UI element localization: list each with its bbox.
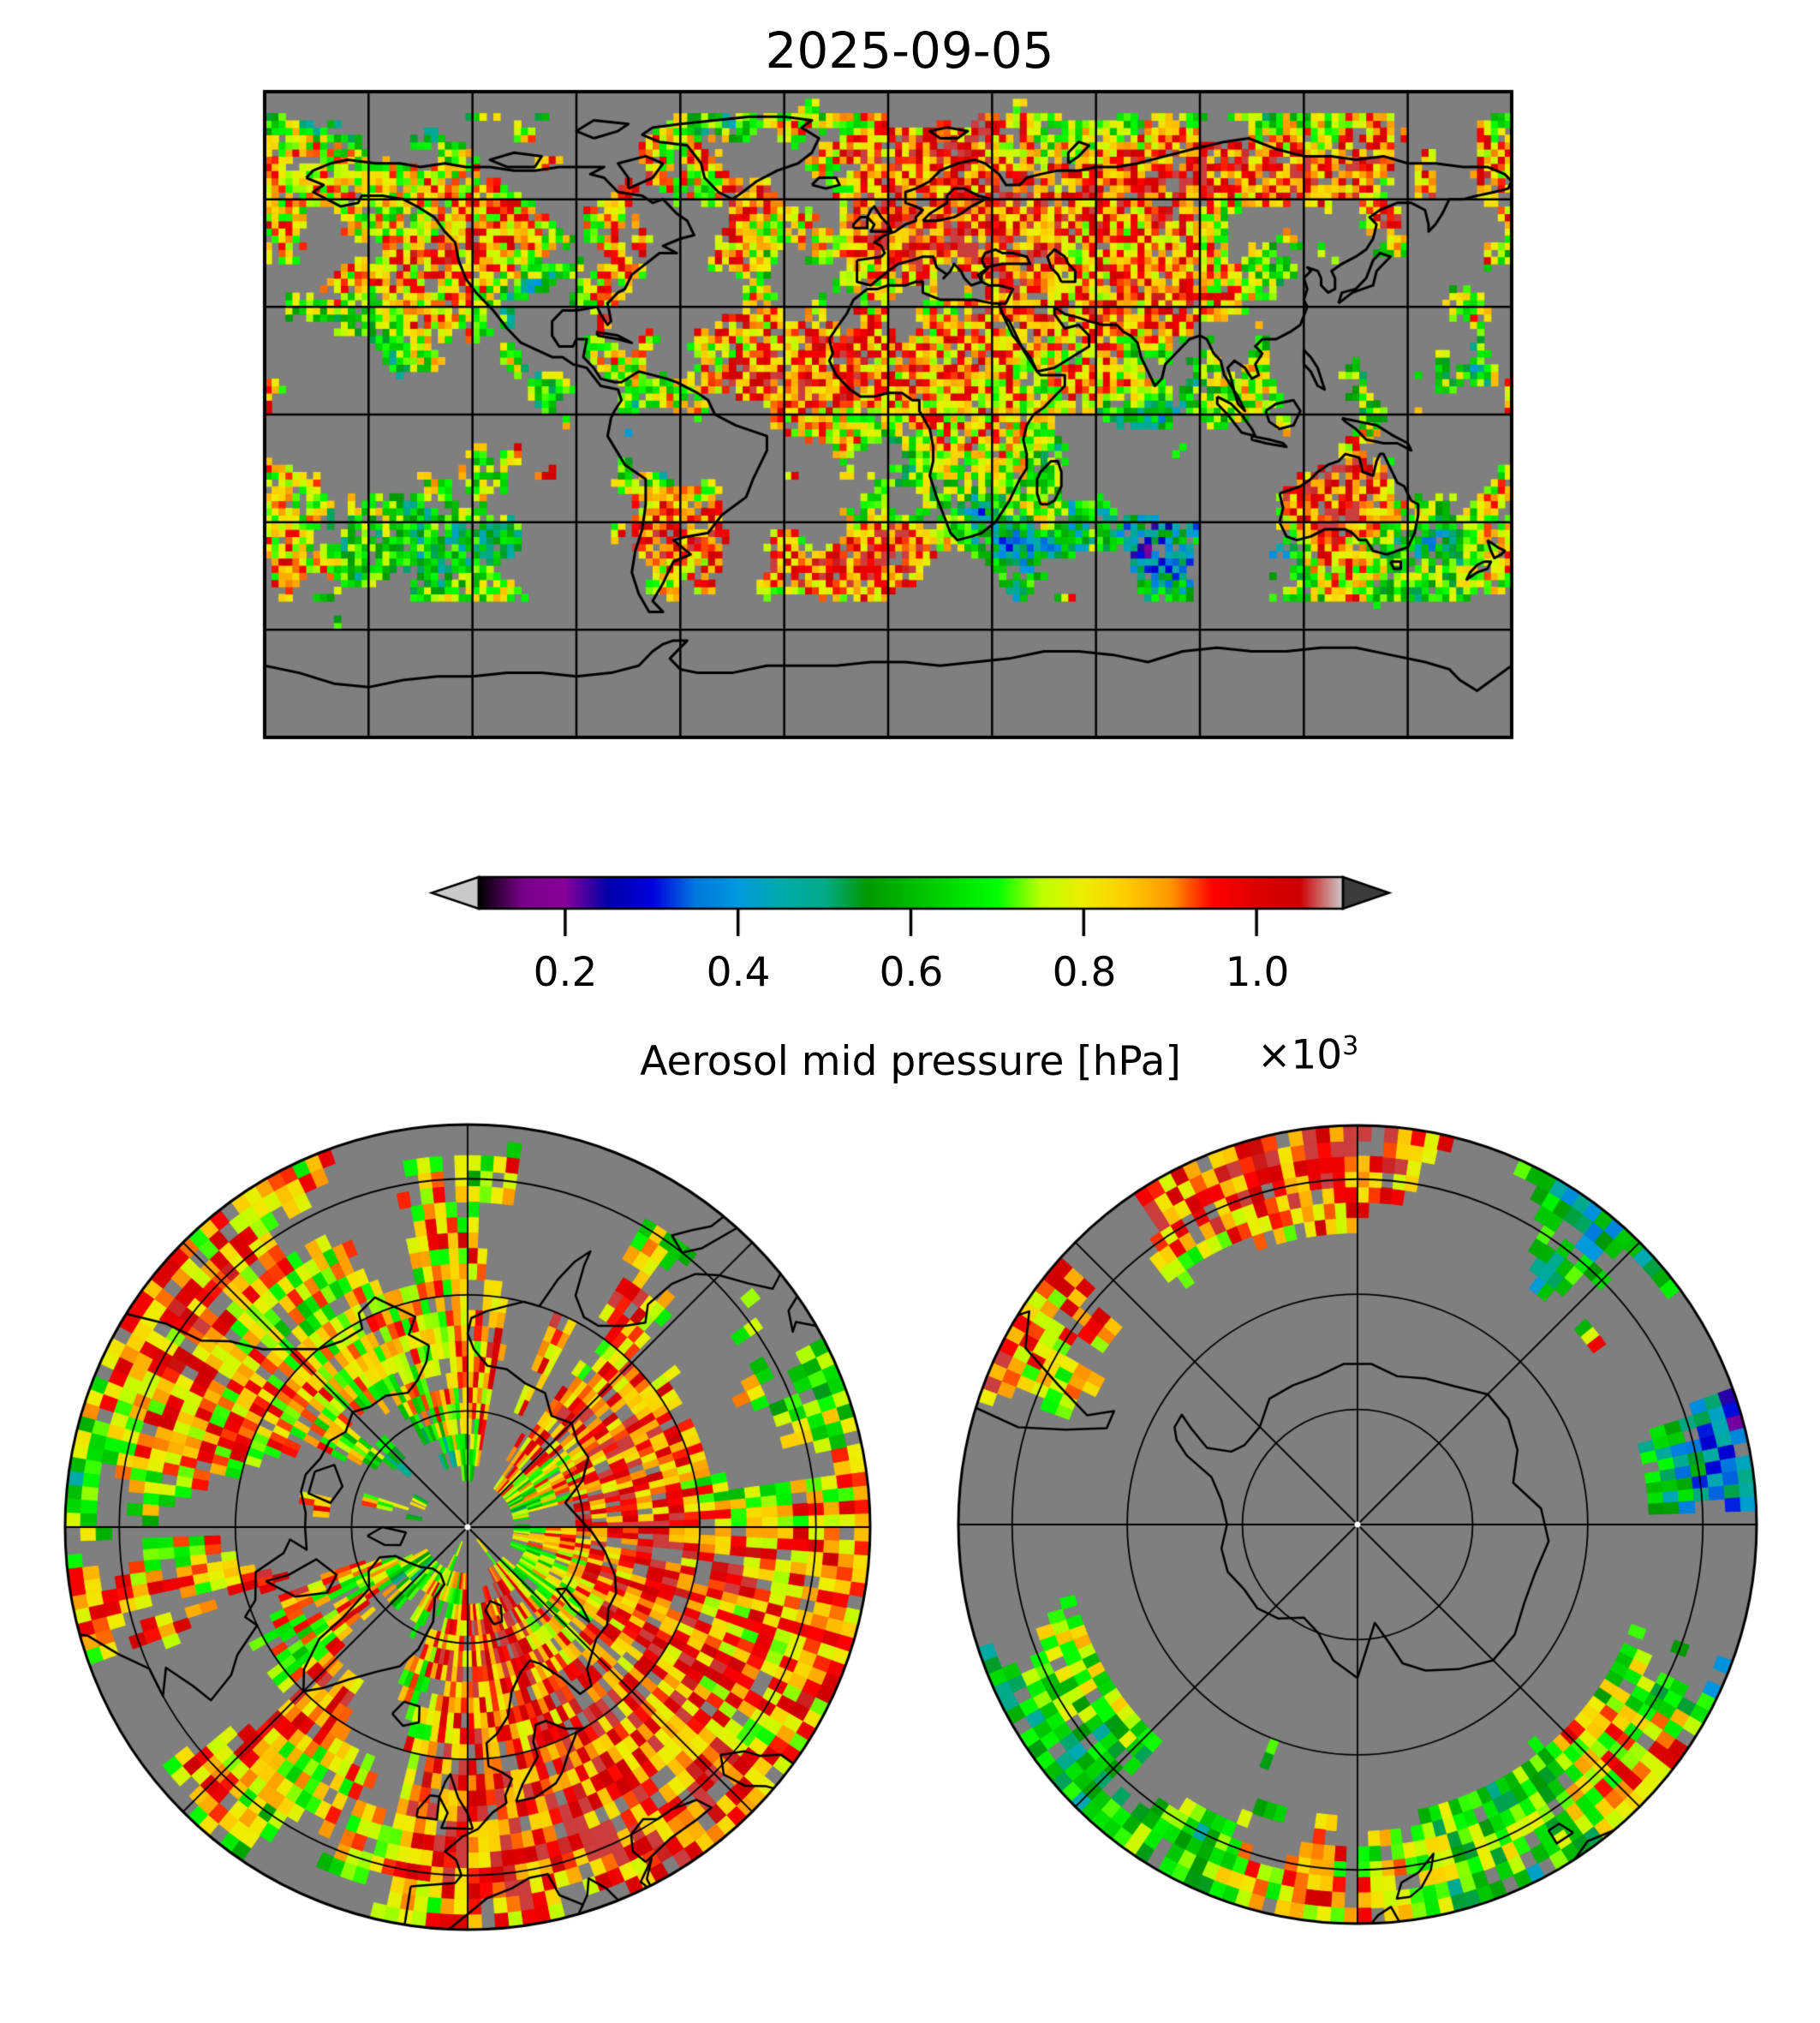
north-polar-map-canvas bbox=[48, 1107, 892, 1951]
global-map-canvas bbox=[261, 88, 1515, 743]
figure-title: 2025-09-05 bbox=[765, 21, 1054, 80]
colorbar-tick-label-0: 0.2 bbox=[533, 949, 598, 996]
colorbar-tick-label-2: 0.6 bbox=[879, 949, 944, 996]
colorbar-offset-base: ×10 bbox=[1257, 1031, 1343, 1079]
colorbar-tick-label-1: 0.4 bbox=[706, 949, 771, 996]
colorbar-axis-label: Aerosol mid pressure [hPa] bbox=[640, 1038, 1181, 1085]
colorbar-offset-text: ×103 bbox=[1257, 1031, 1358, 1079]
colorbar-offset-exponent: 3 bbox=[1342, 1031, 1359, 1061]
colorbar-tick-label-4: 1.0 bbox=[1225, 949, 1290, 996]
colorbar-canvas bbox=[424, 869, 1400, 942]
colorbar-tick-label-3: 0.8 bbox=[1052, 949, 1117, 996]
south-polar-map-canvas bbox=[938, 1105, 1781, 1948]
